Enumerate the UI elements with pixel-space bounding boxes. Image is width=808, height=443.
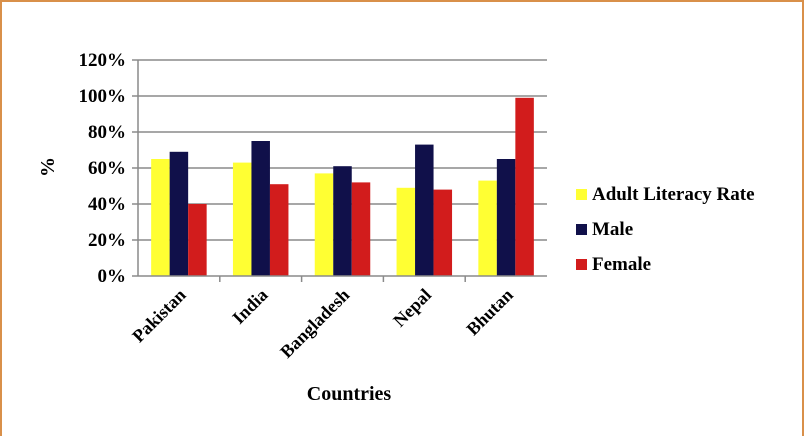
y-tick-label: 40%	[88, 194, 126, 215]
legend: Adult Literacy Rate Male Female	[576, 184, 755, 275]
bar-female-pakistan	[188, 204, 207, 276]
bar-male-bangladesh	[333, 166, 352, 276]
y-tick-label: 80%	[88, 122, 126, 143]
bar-female-nepal	[433, 189, 453, 276]
bar-male-bhutan	[496, 159, 516, 276]
bar-male-nepal	[415, 144, 434, 276]
bar-adult-literacy-rate-nepal	[396, 187, 416, 276]
bar-adult-literacy-rate-bhutan	[478, 180, 497, 276]
x-tick-label: India	[228, 285, 271, 328]
legend-swatch	[576, 224, 587, 235]
x-axis-ticks: Pakistan India Bangladesh Nepal Bhutan	[128, 276, 517, 362]
y-tick-label: 100%	[79, 86, 127, 107]
x-tick-label: Pakistan	[128, 285, 190, 347]
bar-female-bhutan	[515, 97, 534, 276]
x-tick-label: Nepal	[389, 285, 435, 331]
bars	[151, 97, 534, 276]
bar-adult-literacy-rate-bangladesh	[314, 173, 334, 276]
legend-swatch	[576, 189, 587, 200]
legend-label: Male	[592, 219, 633, 240]
bar-chart: 0% 20% 40% 60% 80% 100% 120% Pakistan India Bang…	[37, 50, 755, 405]
bar-male-pakistan	[169, 151, 189, 276]
chart-frame: 0% 20% 40% 60% 80% 100% 120% Pakistan India Bang…	[0, 0, 804, 436]
y-tick-label: 60%	[88, 158, 126, 179]
axes	[137, 60, 547, 277]
y-tick-label: 20%	[88, 230, 126, 251]
y-tick-label: 120%	[79, 50, 127, 71]
bar-adult-literacy-rate-pakistan	[151, 159, 170, 276]
x-axis-label: Countries	[307, 383, 392, 405]
legend-label: Adult Literacy Rate	[592, 184, 755, 205]
bar-female-india	[269, 184, 289, 276]
y-tick-label: 0%	[98, 266, 127, 287]
y-axis-ticks: 0% 20% 40% 60% 80% 100% 120%	[79, 50, 138, 287]
x-tick-label: Bangladesh	[276, 285, 353, 362]
bar-female-bangladesh	[351, 182, 371, 276]
legend-swatch	[576, 259, 587, 270]
bar-male-india	[251, 141, 270, 276]
legend-label: Female	[592, 254, 651, 275]
bar-adult-literacy-rate-india	[232, 162, 252, 276]
x-tick-label: Bhutan	[462, 285, 516, 339]
y-axis-label: %	[37, 157, 59, 177]
